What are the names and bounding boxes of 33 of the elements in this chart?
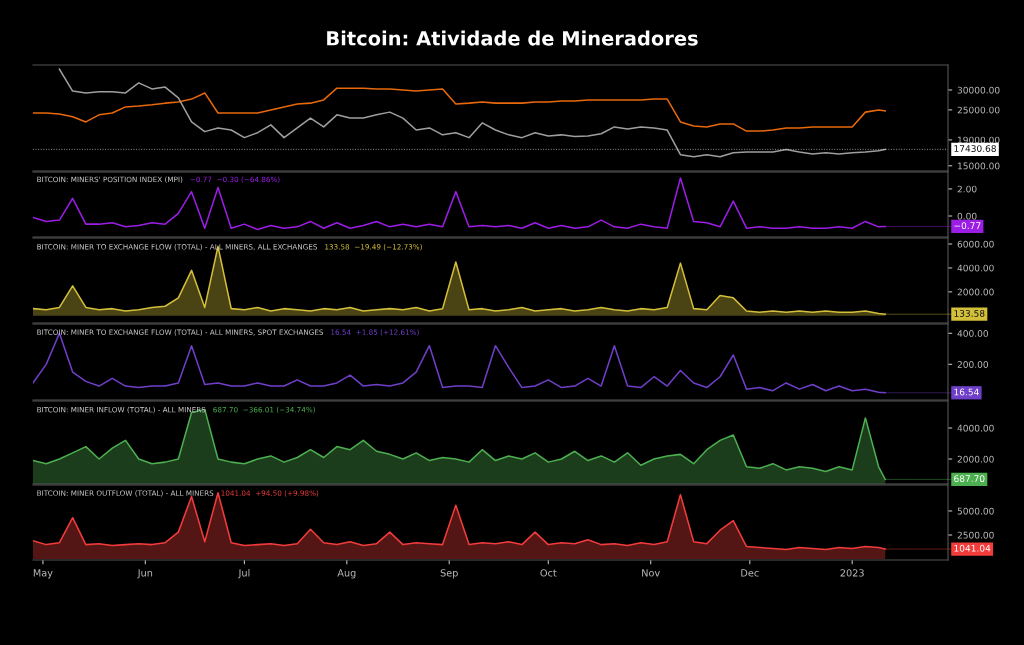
x-tick-label: Sep <box>440 569 458 579</box>
chart-title: Bitcoin: Atividade de Mineradores <box>327 30 698 46</box>
y-tick-label: 30000.00 <box>957 86 1000 94</box>
x-tick-label: Oct <box>540 569 557 577</box>
y-tick-label: 4000.00 <box>957 264 994 272</box>
x-tick-label: May <box>33 569 53 579</box>
y-tick-label: 2000.00 <box>957 455 994 463</box>
annotation: 1041.04 <box>954 544 991 552</box>
annotation: 16.54 <box>954 388 979 396</box>
annotation: 687.70 <box>954 475 985 482</box>
y-tick-label: 0.00 <box>957 212 977 220</box>
y-tick-label: 5000.00 <box>957 507 994 515</box>
ref-line-label: 17430.68 <box>954 145 996 152</box>
y-tick-label: 15000.00 <box>958 162 1000 170</box>
x-tick-label: Nov <box>642 569 660 577</box>
y-tick-label: 2000.00 <box>957 288 994 296</box>
line-series <box>58 68 887 158</box>
x-tick-label: Aug <box>337 569 356 579</box>
y-tick-label: 200.00 <box>957 361 989 368</box>
y-tick-label: 6000.00 <box>957 240 994 248</box>
y-tick-label: 400.00 <box>957 330 989 337</box>
y-tick-label: 2.00 <box>957 185 977 193</box>
x-tick-label: Jun <box>137 569 153 579</box>
y-tick-label: 2500.00 <box>957 531 994 539</box>
x-tick-label: Dec <box>741 569 759 577</box>
x-tick-label: 2023 <box>840 569 864 577</box>
annotation: 133.58 <box>954 310 985 317</box>
annotation: −0.77 <box>954 222 981 230</box>
line-series <box>33 87 887 132</box>
x-tick-label: Jul <box>238 569 250 579</box>
y-tick-label: 19000.00 <box>958 136 1000 144</box>
y-tick-label: 25000.00 <box>957 106 1000 114</box>
y-tick-label: 4000.00 <box>957 424 994 432</box>
